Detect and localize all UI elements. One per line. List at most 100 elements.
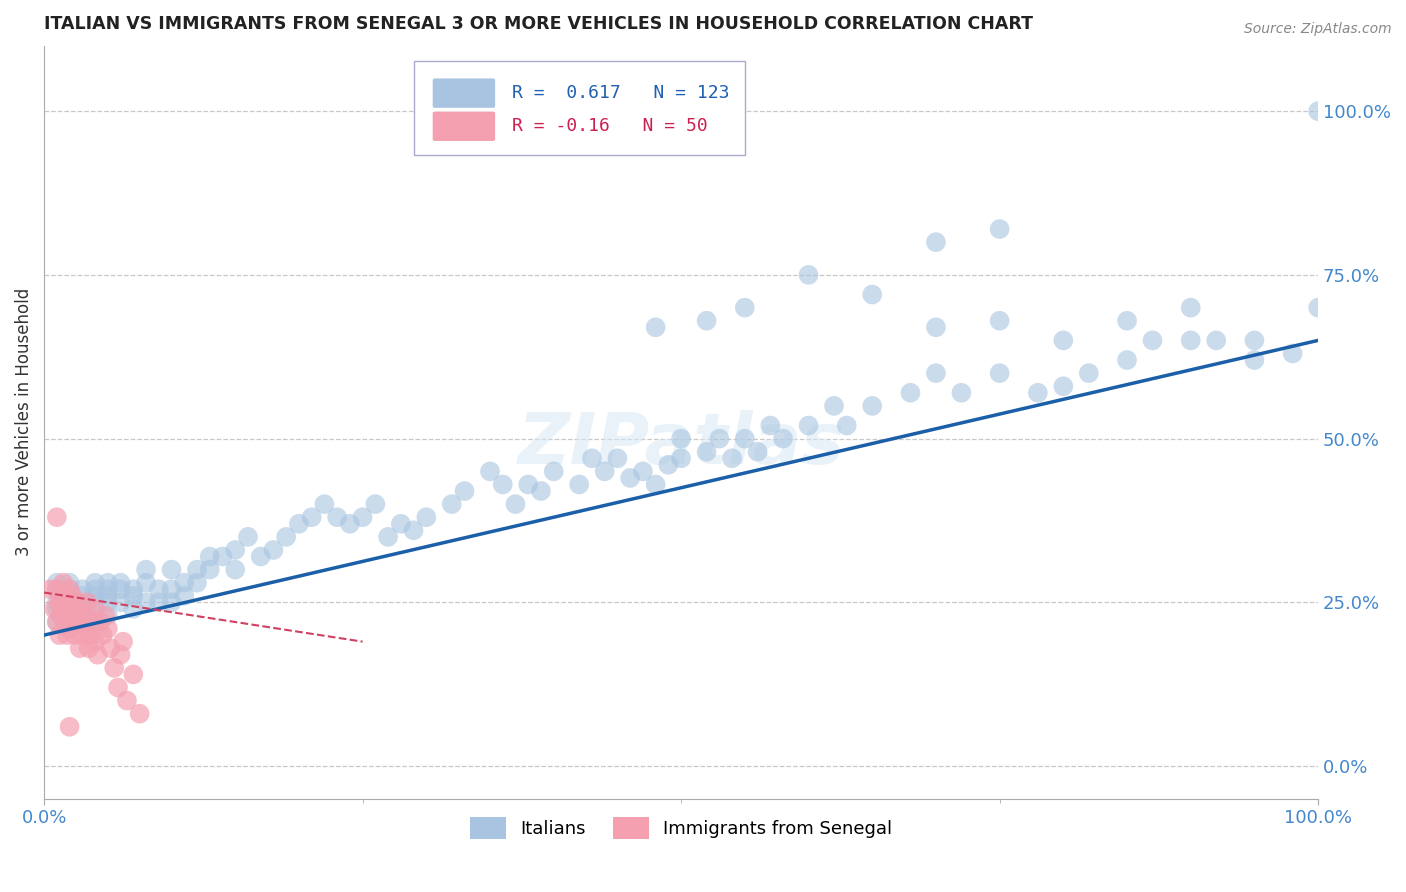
Point: [211, 549, 233, 564]
Point: [1077, 366, 1099, 380]
Point: [1243, 334, 1265, 348]
Point: [45, 615, 67, 629]
Point: [352, 510, 374, 524]
Point: [1116, 314, 1139, 328]
Point: [772, 432, 794, 446]
Point: [619, 471, 641, 485]
Text: Source: ZipAtlas.com: Source: ZipAtlas.com: [1244, 22, 1392, 37]
Point: [1308, 301, 1330, 315]
Point: [69, 641, 91, 656]
Point: [45, 582, 67, 597]
Point: [721, 451, 744, 466]
Point: [276, 530, 298, 544]
Point: [1180, 301, 1202, 315]
Point: [198, 549, 221, 564]
Point: [657, 458, 679, 472]
Point: [377, 530, 399, 544]
Point: [148, 582, 170, 597]
Point: [84, 595, 107, 609]
Point: [58, 720, 80, 734]
Point: [110, 582, 132, 597]
Point: [236, 530, 259, 544]
Point: [1026, 385, 1049, 400]
Point: [747, 444, 769, 458]
Point: [925, 320, 948, 334]
Point: [115, 693, 138, 707]
Point: [314, 497, 336, 511]
Point: [479, 464, 502, 478]
Point: [72, 582, 94, 597]
Point: [797, 268, 820, 282]
Point: [97, 575, 120, 590]
Point: [135, 575, 157, 590]
Point: [86, 648, 108, 662]
Point: [1116, 353, 1139, 368]
Point: [148, 595, 170, 609]
Point: [55, 595, 77, 609]
Point: [734, 432, 756, 446]
Point: [160, 563, 183, 577]
Point: [97, 608, 120, 623]
Point: [75, 622, 97, 636]
Point: [53, 615, 76, 629]
Text: ZIPatlas: ZIPatlas: [517, 410, 845, 479]
Point: [709, 432, 731, 446]
Point: [62, 608, 84, 623]
Point: [103, 661, 125, 675]
Point: [52, 575, 75, 590]
Point: [110, 595, 132, 609]
Point: [72, 628, 94, 642]
Point: [249, 549, 271, 564]
Point: [72, 602, 94, 616]
Point: [60, 589, 83, 603]
Point: [517, 477, 540, 491]
Point: [58, 608, 80, 623]
Point: [45, 582, 67, 597]
Point: [45, 510, 67, 524]
Point: [186, 563, 208, 577]
Point: [63, 628, 86, 642]
Point: [94, 608, 117, 623]
Point: [98, 641, 121, 656]
Text: ITALIAN VS IMMIGRANTS FROM SENEGAL 3 OR MORE VEHICLES IN HOUSEHOLD CORRELATION C: ITALIAN VS IMMIGRANTS FROM SENEGAL 3 OR …: [44, 15, 1033, 33]
Legend: Italians, Immigrants from Senegal: Italians, Immigrants from Senegal: [463, 810, 900, 847]
Point: [186, 575, 208, 590]
Point: [326, 510, 349, 524]
Point: [950, 385, 973, 400]
Point: [58, 602, 80, 616]
Point: [860, 287, 883, 301]
Point: [72, 608, 94, 623]
Point: [72, 589, 94, 603]
Point: [58, 615, 80, 629]
Point: [160, 595, 183, 609]
Point: [631, 464, 654, 478]
Point: [107, 681, 129, 695]
Point: [505, 497, 527, 511]
Point: [79, 628, 101, 642]
Point: [402, 524, 425, 538]
Point: [70, 615, 93, 629]
Point: [58, 608, 80, 623]
Point: [45, 615, 67, 629]
Point: [606, 451, 628, 466]
Point: [925, 366, 948, 380]
Point: [1243, 353, 1265, 368]
Text: R =  0.617   N = 123: R = 0.617 N = 123: [512, 84, 730, 102]
Point: [900, 385, 922, 400]
Point: [593, 464, 616, 478]
Point: [48, 628, 70, 642]
Point: [925, 235, 948, 249]
Point: [415, 510, 437, 524]
Point: [224, 543, 246, 558]
Point: [45, 602, 67, 616]
Point: [696, 314, 718, 328]
Point: [759, 418, 782, 433]
Point: [59, 622, 82, 636]
Point: [173, 575, 195, 590]
Point: [51, 589, 73, 603]
Point: [84, 602, 107, 616]
Point: [568, 477, 591, 491]
Point: [110, 575, 132, 590]
Point: [122, 602, 145, 616]
Point: [110, 648, 132, 662]
